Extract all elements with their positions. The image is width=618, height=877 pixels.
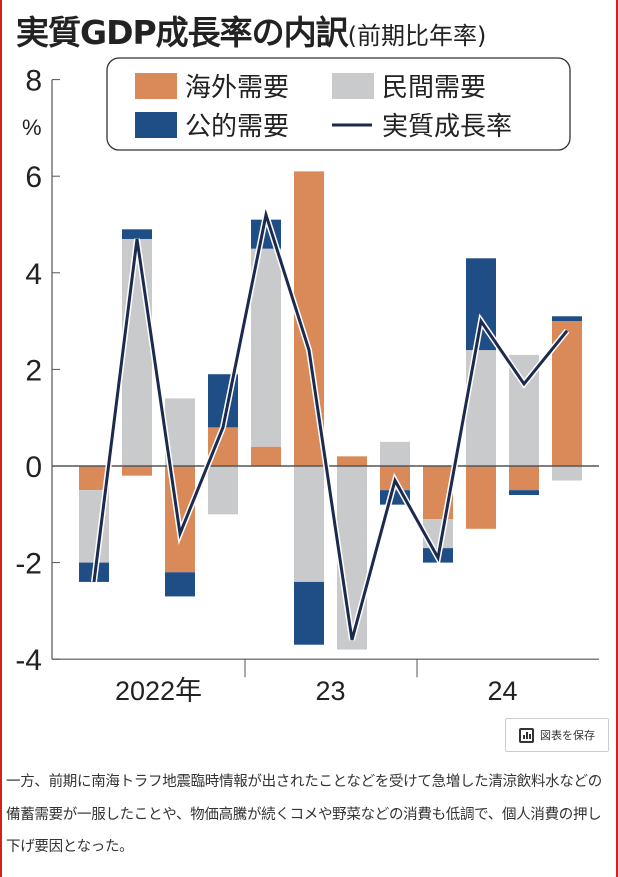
save-chart-button[interactable]: 図表を保存 [505, 718, 609, 752]
y-axis-unit: % [22, 115, 42, 140]
legend-label-2: 公的需要 [185, 112, 289, 142]
legend-label-1: 民間需要 [382, 73, 486, 103]
x-label-24: 24 [487, 676, 517, 706]
bar-2022Q2-private [122, 238, 152, 466]
title-main: 実質GDP成長率の内訳 [16, 13, 349, 52]
title-sub: (前期比年率) [347, 22, 487, 50]
bar-2022Q3-public [165, 572, 195, 597]
y-tick-label--4: -4 [15, 644, 42, 677]
bar-2022Q2-overseas [122, 466, 152, 476]
bar-2023Q4-private [380, 441, 410, 466]
legend-label-0: 海外需要 [185, 73, 289, 103]
growth-line [92, 208, 569, 641]
legend-swatch-0 [135, 73, 177, 99]
bar-2022Q2-public [122, 229, 152, 239]
article-paragraph: 一方、前期に南海トラフ地震臨時情報が出されたことなどを受けて急増した清涼飲料水な… [6, 774, 602, 855]
y-tick-label-0: 0 [25, 451, 42, 484]
bar-2024Q4-public [552, 316, 582, 322]
legend-swatch-1 [332, 73, 374, 99]
bar-2023Q2-private [294, 466, 324, 582]
bar-2023Q2-public [294, 581, 324, 645]
bar-2023Q1-private [251, 248, 281, 447]
y-tick-label-8: 8 [25, 65, 42, 98]
y-tick-label--2: -2 [15, 548, 42, 581]
bar-2024Q3-overseas [509, 466, 539, 491]
x-label-23: 23 [315, 676, 345, 706]
bar-2024Q2-overseas [466, 466, 496, 529]
bar-2023Q3-overseas [337, 456, 367, 466]
bar-2022Q4-private [208, 466, 238, 515]
legend-box [106, 57, 571, 151]
y-tick-label-4: 4 [25, 258, 42, 291]
chart-title: 実質GDP成長率の内訳(前期比年率) [16, 6, 486, 54]
y-tick-label-2: 2 [25, 354, 42, 387]
bar-2023Q1-overseas [251, 446, 281, 466]
save-chart-label: 図表を保存 [540, 729, 595, 742]
bar-chart-icon [519, 727, 534, 743]
x-label-2022年: 2022年 [115, 676, 202, 706]
legend-label-3: 実質成長率 [382, 112, 512, 142]
bar-2024Q4-private [552, 466, 582, 481]
y-tick-label-6: 6 [25, 161, 42, 194]
legend-swatch-2 [135, 112, 177, 138]
bar-2024Q3-public [509, 490, 539, 495]
